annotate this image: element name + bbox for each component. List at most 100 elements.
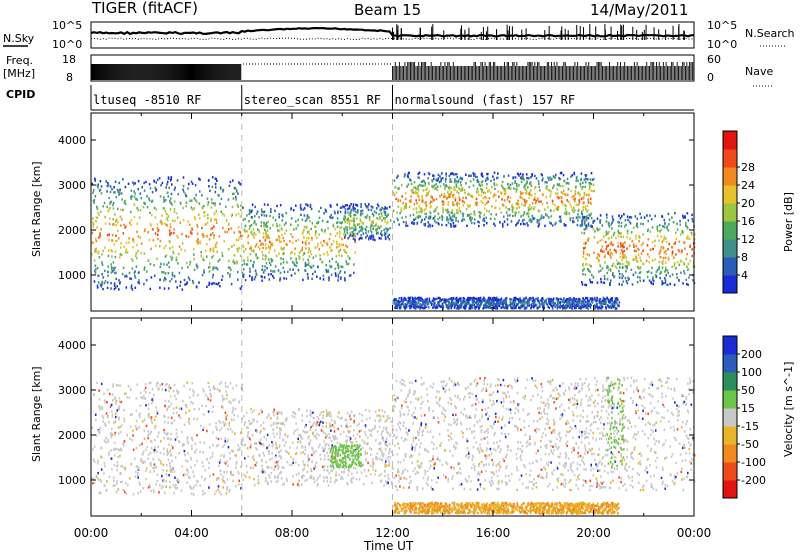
echo-cell bbox=[316, 275, 318, 278]
echo-cell bbox=[588, 299, 591, 303]
echo-cell bbox=[446, 211, 449, 214]
echo-cell bbox=[221, 212, 224, 216]
echo-cell bbox=[247, 236, 249, 239]
echo-cell bbox=[278, 224, 281, 227]
echo-cell bbox=[242, 218, 245, 222]
echo-cell bbox=[626, 265, 628, 268]
echo-cell bbox=[191, 227, 193, 230]
echo-cell bbox=[320, 206, 322, 210]
echo-cell bbox=[319, 257, 322, 261]
echo-cell bbox=[233, 261, 236, 264]
echo-cell bbox=[457, 301, 459, 304]
echo-cell bbox=[414, 307, 417, 310]
echo-cell bbox=[473, 299, 475, 302]
echo-cell bbox=[614, 299, 616, 302]
echo-cell bbox=[584, 283, 586, 286]
echo-cell bbox=[455, 219, 457, 222]
echo-cell bbox=[611, 299, 614, 302]
echo-cell bbox=[591, 300, 593, 303]
echo-cell bbox=[271, 259, 273, 262]
echo-cell bbox=[160, 486, 163, 490]
echo-cell bbox=[221, 445, 224, 449]
echo-cell bbox=[425, 200, 427, 204]
echo-cell bbox=[213, 225, 215, 228]
echo-cell bbox=[309, 203, 312, 207]
echo-cell bbox=[410, 299, 412, 303]
echo-cell bbox=[578, 300, 580, 303]
echo-cell bbox=[340, 254, 343, 257]
echo-cell bbox=[424, 224, 426, 227]
echo-cell bbox=[496, 306, 499, 310]
echo-cell bbox=[541, 299, 543, 303]
echo-cell bbox=[139, 483, 141, 486]
echo-cell bbox=[450, 216, 453, 219]
echo-cell bbox=[593, 219, 596, 223]
echo-cell bbox=[454, 173, 457, 176]
echo-cell bbox=[622, 252, 624, 256]
echo-cell bbox=[574, 186, 577, 189]
echo-cell bbox=[585, 241, 587, 245]
echo-cell bbox=[453, 180, 456, 184]
echo-cell bbox=[159, 245, 161, 248]
echo-cell bbox=[531, 214, 534, 218]
echo-cell bbox=[637, 266, 640, 270]
echo-cell bbox=[248, 212, 250, 216]
echo-cell bbox=[198, 202, 201, 205]
echo-cell bbox=[521, 175, 523, 178]
echo-cell bbox=[381, 233, 383, 237]
echo-cell bbox=[387, 213, 389, 216]
echo-cell bbox=[437, 296, 440, 300]
echo-cell bbox=[181, 288, 184, 291]
echo-cell bbox=[438, 216, 441, 219]
echo-cell bbox=[166, 212, 168, 216]
echo-cell bbox=[191, 279, 194, 283]
echo-cell bbox=[158, 458, 160, 461]
cpid-row: CPID ltuseq -8510 RF stereo_scan 8551 RF n… bbox=[6, 85, 694, 111]
echo-cell bbox=[559, 306, 561, 309]
echo-cell bbox=[586, 178, 589, 181]
echo-cell bbox=[687, 268, 690, 271]
echo-cell bbox=[446, 191, 449, 194]
echo-cell bbox=[612, 262, 615, 265]
echo-cell bbox=[260, 213, 263, 217]
echo-cell bbox=[460, 303, 462, 306]
echo-cell bbox=[354, 224, 357, 227]
echo-cell bbox=[393, 179, 396, 182]
echo-cell bbox=[93, 280, 96, 283]
echo-cell bbox=[149, 263, 152, 266]
echo-cell bbox=[176, 411, 178, 414]
echo-cell bbox=[601, 305, 604, 308]
echo-cell bbox=[262, 236, 265, 239]
echo-cell bbox=[517, 298, 520, 301]
echo-cell bbox=[665, 274, 667, 277]
echo-cell bbox=[360, 221, 363, 224]
echo-cell bbox=[626, 247, 628, 250]
echo-cell bbox=[548, 178, 550, 181]
echo-cell bbox=[266, 236, 269, 240]
echo-cell bbox=[513, 303, 516, 306]
echo-cell bbox=[133, 240, 135, 243]
echo-cell bbox=[470, 221, 473, 225]
echo-cell bbox=[135, 426, 138, 430]
echo-cell bbox=[577, 191, 580, 194]
echo-cell bbox=[563, 192, 566, 196]
echo-cell bbox=[342, 243, 344, 247]
echo-cell bbox=[666, 269, 669, 272]
echo-cell bbox=[100, 228, 102, 231]
echo-cell bbox=[221, 275, 224, 278]
echo-cell bbox=[459, 198, 461, 202]
echo-cell bbox=[249, 267, 251, 270]
echo-cell bbox=[594, 296, 596, 300]
echo-cell bbox=[360, 203, 362, 206]
echo-cell bbox=[264, 254, 267, 257]
echo-cell bbox=[571, 195, 573, 198]
echo-cell bbox=[475, 204, 478, 207]
echo-cell bbox=[559, 215, 562, 218]
echo-cell bbox=[423, 180, 426, 183]
echo-cell bbox=[439, 175, 441, 178]
echo-cell bbox=[647, 238, 650, 241]
echo-cell bbox=[258, 229, 260, 232]
echo-cell bbox=[167, 452, 170, 455]
echo-cell bbox=[584, 304, 586, 307]
echo-cell bbox=[681, 249, 683, 252]
